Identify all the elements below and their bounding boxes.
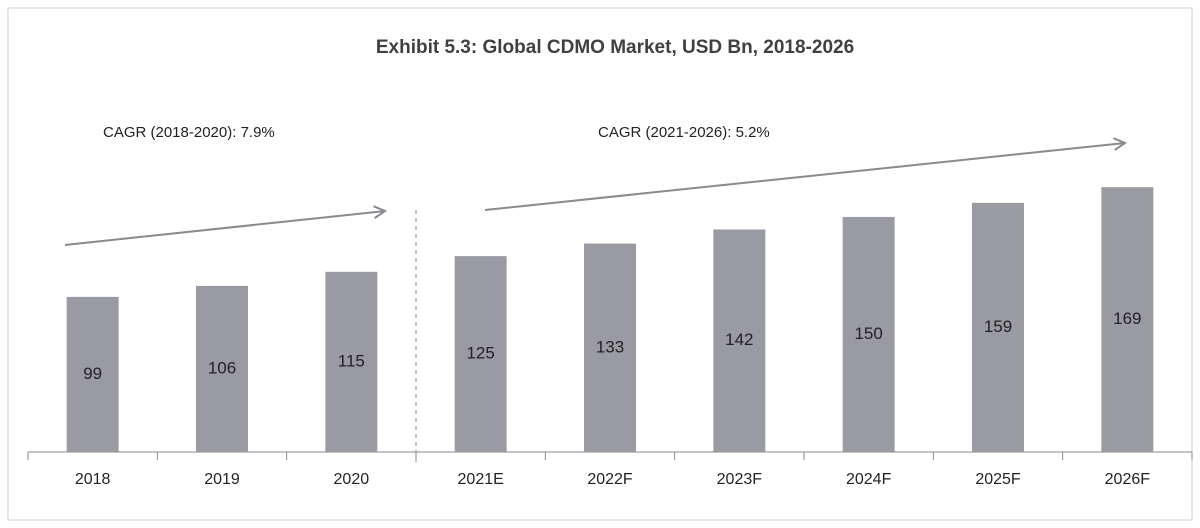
trend-arrow bbox=[64, 211, 385, 246]
x-tick-label: 2023F bbox=[717, 471, 763, 488]
bar bbox=[1101, 187, 1154, 452]
bar bbox=[66, 296, 119, 452]
bar bbox=[972, 202, 1024, 452]
x-tick-label: 2021E bbox=[458, 471, 504, 488]
annotation: CAGR (2021-2026): 5.2% bbox=[598, 124, 770, 141]
frame bbox=[7, 7, 1193, 521]
data-label: 115 bbox=[338, 351, 365, 370]
data-label: 169 bbox=[1113, 309, 1141, 328]
data-label: 99 bbox=[83, 364, 102, 383]
bar bbox=[584, 243, 636, 452]
x-tick-label: 2026F bbox=[1105, 471, 1151, 488]
x-tick-label: 2018 bbox=[75, 471, 111, 488]
data-label: 125 bbox=[466, 344, 494, 363]
bar bbox=[325, 271, 378, 452]
bar bbox=[196, 285, 248, 452]
bar bbox=[713, 229, 766, 452]
data-label: 133 bbox=[596, 337, 624, 356]
data-label: 159 bbox=[984, 317, 1012, 336]
x-tick-label: 2025F bbox=[975, 471, 1021, 488]
chart-title: Exhibit 5.3: Global CDMO Market, USD Bn,… bbox=[376, 37, 854, 58]
bar bbox=[454, 256, 507, 452]
annotation: CAGR (2018-2020): 7.9% bbox=[103, 124, 275, 141]
x-tick-label: 2024F bbox=[846, 471, 892, 488]
data-label: 150 bbox=[854, 324, 882, 343]
bar bbox=[842, 216, 895, 452]
data-label: 106 bbox=[208, 358, 236, 377]
x-tick-label: 2019 bbox=[204, 471, 240, 488]
trend-arrow bbox=[484, 143, 1125, 211]
x-tick-label: 2020 bbox=[334, 471, 370, 488]
x-tick-label: 2022F bbox=[587, 471, 633, 488]
data-label: 142 bbox=[725, 330, 753, 349]
